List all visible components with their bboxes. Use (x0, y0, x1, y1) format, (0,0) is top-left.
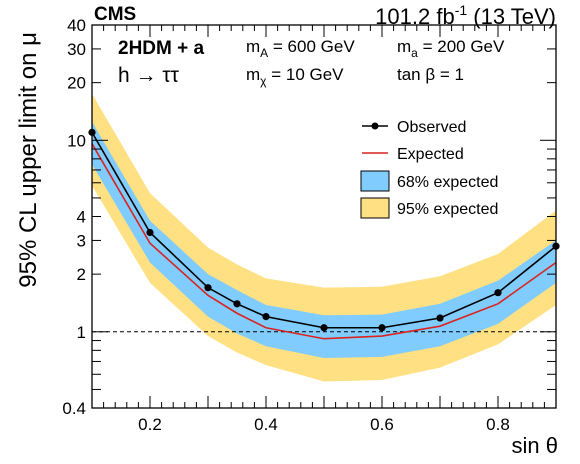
mchi-label: mχ = 10 GeV (246, 65, 344, 88)
observed-point (494, 289, 502, 297)
x-tick-label: 0.4 (254, 415, 278, 434)
observed-point (320, 324, 328, 332)
x-tick-label: 0.2 (138, 415, 162, 434)
y-tick-label: 3 (77, 231, 86, 250)
legend-band95-swatch (360, 197, 390, 219)
observed-point (146, 228, 154, 237)
labels: CMS 101.2 fb-1 (13 TeV) 2HDM + a h → ττ … (15, 2, 558, 458)
y-tick-label: 4 (77, 208, 86, 227)
legend-band68-label: 68% expected (397, 174, 498, 191)
legend-observed-marker (371, 122, 379, 130)
y-axis-title: 95% CL upper limit on μ (15, 32, 42, 288)
decay-label: h → ττ (118, 64, 180, 87)
observed-point (436, 314, 444, 322)
y-tick-label: 2 (77, 265, 86, 284)
band-68-expected (92, 121, 556, 358)
x-tick-label: 0.6 (370, 415, 394, 434)
model-label: 2HDM + a (118, 38, 204, 59)
observed-line (91, 131, 557, 329)
tanbeta-label: tan β = 1 (397, 65, 464, 84)
y-tick-label: 20 (67, 74, 86, 93)
ma-symbol: m (397, 37, 411, 56)
y-tick-label: 10 (67, 131, 86, 150)
mA-symbol: m (246, 37, 260, 56)
ma-subscript: a (411, 46, 418, 60)
expected-line (91, 143, 557, 340)
experiment-label: CMS (94, 4, 136, 25)
observed-point (233, 300, 241, 308)
ma-label: ma = 200 GeV (397, 37, 505, 60)
legend-expected-label: Expected (397, 146, 464, 163)
lumi-energy: (13 TeV) (467, 4, 556, 29)
observed-point (262, 313, 270, 321)
y-tick-label: 30 (67, 40, 86, 59)
legend-observed-label: Observed (397, 119, 466, 136)
y-tick-label: 0.4 (62, 399, 86, 418)
x-axis-title: sin θ (512, 433, 558, 458)
axes: 0.2 0.4 0.6 0.8 0.4 1 2 3 4 10 20 30 40 (62, 16, 557, 434)
ma-value: = 200 GeV (418, 37, 505, 56)
observed-point (204, 284, 212, 292)
lumi-value: 101.2 fb (375, 4, 455, 29)
curves (88, 128, 560, 340)
mA-label: mA = 600 GeV (246, 37, 355, 60)
legend: Observed Expected 68% expected 95% expec… (360, 119, 498, 219)
observed-point (378, 324, 386, 332)
legend-band68-swatch (360, 170, 390, 192)
legend-band95-label: 95% expected (397, 201, 498, 218)
mchi-value: = 10 GeV (266, 65, 344, 84)
uncertainty-bands (92, 93, 556, 382)
mA-subscript: A (260, 46, 268, 60)
y-tick-label: 1 (77, 323, 86, 342)
lumi-exponent: -1 (455, 2, 468, 18)
y-tick-label: 40 (67, 16, 86, 35)
luminosity-label: 101.2 fb-1 (13 TeV) (375, 2, 556, 29)
mA-value: = 600 GeV (268, 37, 355, 56)
x-tick-label: 0.8 (486, 415, 510, 434)
mchi-symbol: m (246, 65, 260, 84)
mchi-subscript: χ (260, 74, 267, 88)
